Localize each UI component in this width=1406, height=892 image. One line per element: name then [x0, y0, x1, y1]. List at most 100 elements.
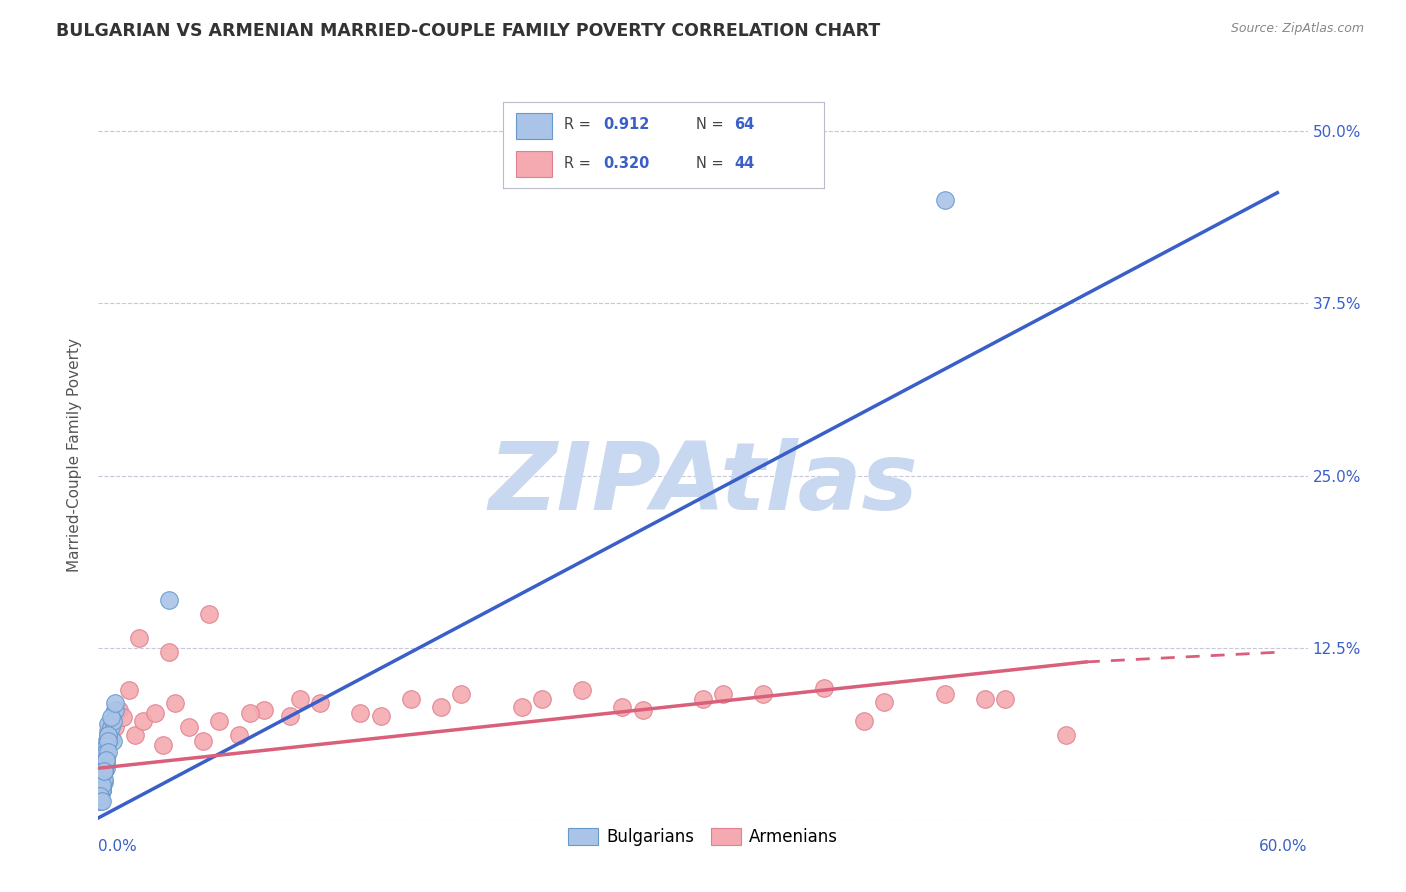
Legend: Bulgarians, Armenians: Bulgarians, Armenians — [561, 821, 845, 853]
Point — [193, 733, 215, 747]
Point — [711, 687, 734, 701]
Point — [93, 764, 115, 778]
Point — [450, 687, 472, 701]
Point — [97, 717, 120, 731]
Point — [278, 708, 301, 723]
Point — [93, 747, 115, 762]
Point — [91, 772, 114, 787]
Point — [309, 696, 332, 710]
Point — [399, 692, 422, 706]
Point — [152, 738, 174, 752]
Point — [93, 758, 115, 772]
Point — [91, 778, 114, 792]
Text: Source: ZipAtlas.com: Source: ZipAtlas.com — [1230, 22, 1364, 36]
Point — [91, 783, 114, 797]
Text: 0.0%: 0.0% — [98, 838, 138, 854]
Point — [91, 783, 114, 797]
Point — [89, 789, 111, 803]
Point — [612, 700, 634, 714]
Point — [873, 695, 896, 709]
Point — [132, 714, 155, 729]
Point — [97, 723, 120, 738]
Point — [97, 733, 120, 747]
Point — [124, 728, 146, 742]
Point — [96, 739, 118, 753]
Text: 60.0%: 60.0% — [1260, 838, 1308, 854]
Point — [571, 682, 593, 697]
Point — [96, 745, 118, 759]
Point — [994, 692, 1017, 706]
Point — [370, 708, 392, 723]
Text: ZIPAtlas: ZIPAtlas — [488, 438, 918, 530]
Y-axis label: Married-Couple Family Poverty: Married-Couple Family Poverty — [67, 338, 83, 572]
Point — [96, 753, 118, 767]
Point — [93, 751, 115, 765]
Point — [96, 761, 118, 775]
Point — [631, 703, 654, 717]
Point — [91, 783, 114, 797]
Point — [91, 778, 114, 792]
Point — [101, 733, 124, 747]
Point — [89, 794, 111, 808]
Point — [853, 714, 876, 729]
Point — [93, 761, 115, 775]
Point — [288, 692, 311, 706]
Point — [1054, 728, 1077, 742]
Point — [103, 720, 125, 734]
Point — [89, 783, 111, 797]
Point — [692, 692, 714, 706]
Point — [107, 703, 129, 717]
Point — [89, 772, 111, 787]
Point — [91, 775, 114, 789]
Point — [89, 783, 111, 797]
Point — [934, 687, 956, 701]
Point — [91, 775, 114, 789]
Point — [91, 783, 114, 797]
Point — [101, 714, 124, 729]
Point — [97, 733, 120, 747]
Point — [89, 789, 111, 803]
Point — [97, 745, 120, 759]
Point — [91, 758, 114, 772]
Point — [91, 756, 114, 770]
Point — [93, 758, 115, 772]
Point — [96, 756, 118, 770]
Point — [934, 193, 956, 207]
Point — [93, 745, 115, 759]
Point — [143, 706, 166, 720]
Point — [530, 692, 553, 706]
Point — [510, 700, 533, 714]
Point — [89, 789, 111, 803]
Point — [91, 778, 114, 792]
Point — [97, 728, 120, 742]
Point — [100, 731, 122, 745]
Point — [93, 758, 115, 772]
Point — [96, 750, 118, 764]
Point — [89, 789, 111, 803]
Point — [93, 764, 115, 778]
Point — [96, 751, 118, 765]
Point — [349, 706, 371, 720]
Point — [157, 645, 180, 659]
Point — [752, 687, 775, 701]
Point — [91, 769, 114, 783]
Point — [239, 706, 262, 720]
Point — [157, 592, 180, 607]
Point — [128, 632, 150, 646]
Point — [163, 696, 186, 710]
Point — [103, 703, 125, 717]
Point — [198, 607, 221, 621]
Point — [118, 682, 141, 697]
Point — [813, 681, 835, 695]
Point — [93, 775, 115, 789]
Point — [103, 696, 125, 710]
Point — [89, 786, 111, 800]
Point — [96, 750, 118, 764]
Point — [93, 764, 115, 778]
Point — [111, 710, 134, 724]
Text: BULGARIAN VS ARMENIAN MARRIED-COUPLE FAMILY POVERTY CORRELATION CHART: BULGARIAN VS ARMENIAN MARRIED-COUPLE FAM… — [56, 22, 880, 40]
Point — [208, 714, 231, 729]
Point — [91, 778, 114, 792]
Point — [93, 772, 115, 787]
Point — [89, 794, 111, 808]
